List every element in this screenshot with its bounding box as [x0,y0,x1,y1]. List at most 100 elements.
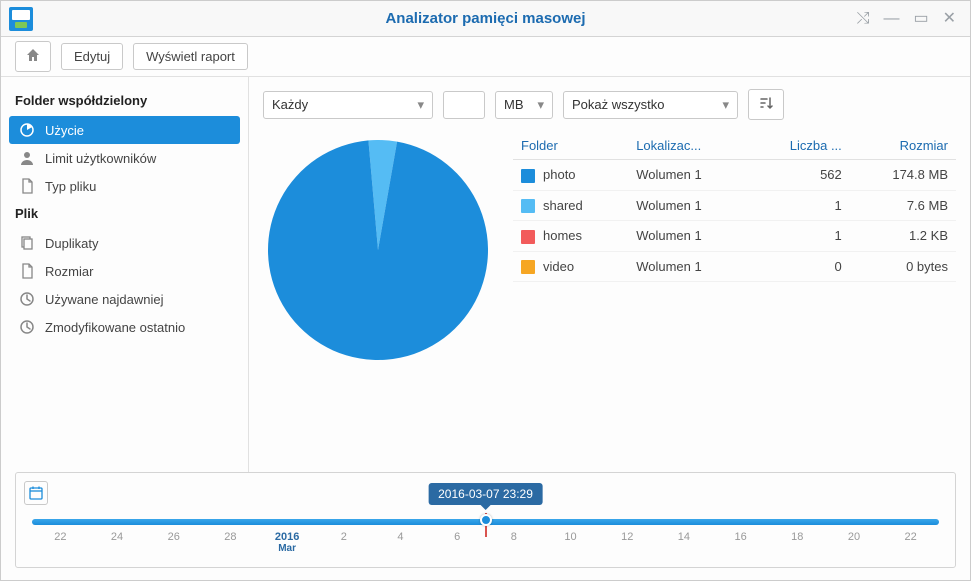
sidebar-item[interactable]: Użycie [9,116,240,144]
timeline-tick: 22 [882,531,939,554]
sort-button[interactable] [748,89,784,120]
user-icon [19,150,35,166]
sidebar-item[interactable]: Typ pliku [9,172,240,200]
table-row[interactable]: photoWolumen 1562174.8 MB [513,160,956,191]
edit-button[interactable]: Edytuj [61,43,123,70]
timeline-tick: 22 [32,531,89,554]
folder-name: video [543,259,574,274]
filter-show-select[interactable]: Pokaż wszystko ▾ [563,91,738,119]
location-cell: Wolumen 1 [628,190,749,221]
size-cell: 174.8 MB [850,160,956,191]
calendar-icon [28,485,44,501]
timeline-tick: 14 [656,531,713,554]
timeline-tick: 26 [145,531,202,554]
close-icon[interactable]: ✕ [943,11,956,27]
folder-name: shared [543,198,583,213]
table-row[interactable]: shared Wolumen 117.6 MB [513,190,956,221]
chevron-down-icon: ▾ [417,97,424,113]
home-icon [25,47,41,63]
filter-every-label: Każdy [272,97,308,112]
toolbar: Edytuj Wyświetl raport [1,37,970,77]
col-count[interactable]: Liczba ... [749,132,850,160]
timeline-tick: 16 [712,531,769,554]
filter-unit-label: MB [504,97,524,112]
sidebar-item-label: Limit użytkowników [45,151,156,166]
table-row[interactable]: videoWolumen 100 bytes [513,251,956,282]
doc-icon [19,263,35,279]
color-swatch [521,199,535,213]
content: Folder współdzielony Użycie Limit użytkow… [1,77,970,472]
timeline-tick: 4 [372,531,429,554]
timeline: 2016-03-07 23:29 222426282016Mar24681012… [15,472,956,568]
timeline-tick: 8 [486,531,543,554]
timeline-marker[interactable] [480,514,492,526]
timeline-tick: 12 [599,531,656,554]
sidebar-item-label: Rozmiar [45,264,93,279]
filter-unit-select[interactable]: MB ▾ [495,91,553,119]
folder-table: Folder Lokalizac... Liczba ... Rozmiar p… [513,132,956,460]
filter-row: Każdy ▾ MB ▾ Pokaż wszystko ▾ [263,89,956,120]
filter-every-select[interactable]: Każdy ▾ [263,91,433,119]
chart-area: Folder Lokalizac... Liczba ... Rozmiar p… [263,132,956,460]
count-cell: 562 [749,160,850,191]
count-cell: 1 [749,221,850,252]
timeline-tick: 18 [769,531,826,554]
window-title: Analizator pamięci masowej [1,10,970,27]
maximize-icon[interactable]: ▭ [913,11,928,27]
sidebar: Folder współdzielony Użycie Limit użytkow… [1,77,249,472]
color-swatch [521,169,535,183]
pin-icon[interactable]: ⤭ [857,11,870,27]
filter-value-input[interactable] [443,91,485,119]
location-cell: Wolumen 1 [628,160,749,191]
report-button[interactable]: Wyświetl raport [133,43,248,70]
clock-icon [19,291,35,307]
timeline-tick: 6 [429,531,486,554]
filter-show-label: Pokaż wszystko [572,97,664,112]
timeline-tick: 10 [542,531,599,554]
size-cell: 7.6 MB [850,190,956,221]
home-button[interactable] [15,41,51,72]
sidebar-header-file: Plik [9,200,240,229]
calendar-button[interactable] [24,481,48,505]
timeline-tick: 28 [202,531,259,554]
count-cell: 1 [749,190,850,221]
sidebar-header-shared: Folder współdzielony [9,87,240,116]
table-row[interactable]: homes Wolumen 111.2 KB [513,221,956,252]
sidebar-item[interactable]: Rozmiar [9,257,240,285]
timeline-track[interactable] [32,519,939,525]
folder-name: homes [543,228,582,243]
titlebar: Analizator pamięci masowej ⤭ — ▭ ✕ [1,1,970,37]
sidebar-item-label: Typ pliku [45,179,96,194]
col-location[interactable]: Lokalizac... [628,132,749,160]
pie-icon [19,122,35,138]
sidebar-item-label: Zmodyfikowane ostatnio [45,320,185,335]
timeline-tick: 2016Mar [259,531,316,554]
sidebar-item-label: Używane najdawniej [45,292,164,307]
sidebar-item[interactable]: Limit użytkowników [9,144,240,172]
location-cell: Wolumen 1 [628,221,749,252]
timeline-tick: 2 [315,531,372,554]
count-cell: 0 [749,251,850,282]
pie-chart [263,132,493,460]
app-window: Analizator pamięci masowej ⤭ — ▭ ✕ Edytu… [0,0,971,581]
chevron-down-icon: ▾ [722,97,729,113]
minimize-icon[interactable]: — [883,11,899,27]
sidebar-item-label: Duplikaty [45,236,98,251]
col-folder[interactable]: Folder [513,132,628,160]
timeline-ticks: 222426282016Mar246810121416182022 [32,531,939,554]
col-size[interactable]: Rozmiar [850,132,956,160]
window-controls: ⤭ — ▭ ✕ [857,11,970,27]
location-cell: Wolumen 1 [628,251,749,282]
sort-icon [758,95,774,111]
sidebar-item-label: Użycie [45,123,84,138]
timeline-tooltip: 2016-03-07 23:29 [428,483,543,505]
sidebar-item[interactable]: Zmodyfikowane ostatnio [9,313,240,341]
color-swatch [521,260,535,274]
timeline-tick: 20 [826,531,883,554]
sidebar-item[interactable]: Używane najdawniej [9,285,240,313]
size-cell: 1.2 KB [850,221,956,252]
chevron-down-icon: ▾ [537,97,544,113]
timeline-tick: 24 [89,531,146,554]
sidebar-item[interactable]: Duplikaty [9,229,240,257]
main-panel: Każdy ▾ MB ▾ Pokaż wszystko ▾ [249,77,970,472]
